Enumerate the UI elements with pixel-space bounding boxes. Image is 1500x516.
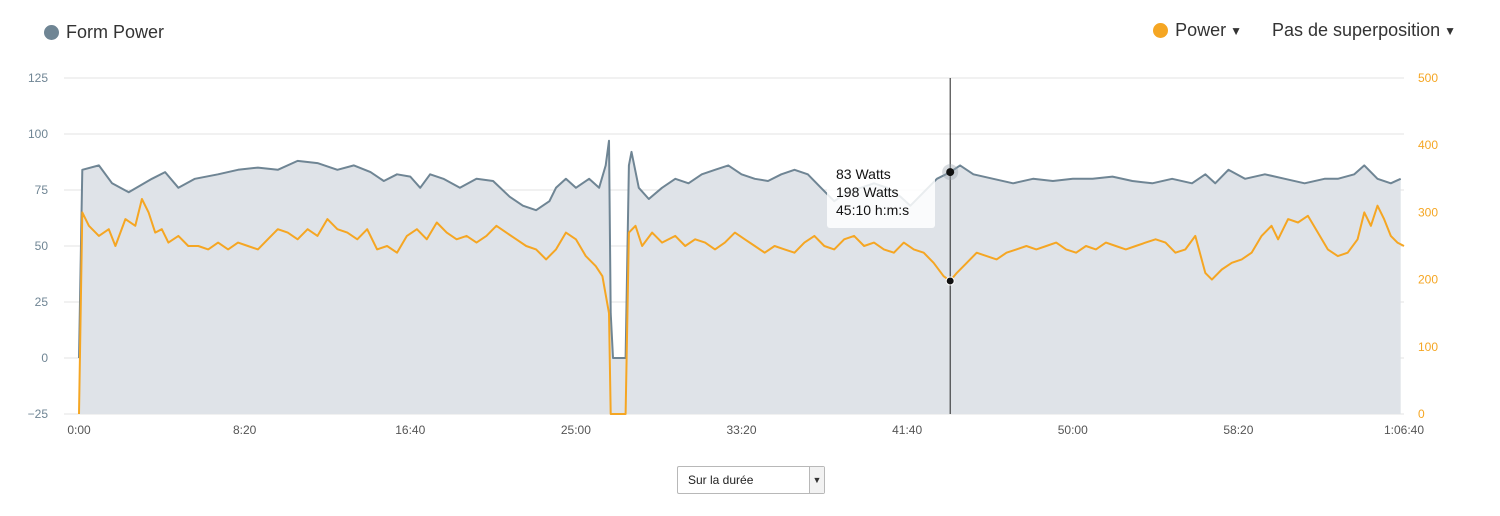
left-y-tick-label: 25 xyxy=(35,295,49,309)
caret-down-icon: ▼ xyxy=(1230,23,1242,38)
x-tick-label: 58:20 xyxy=(1223,423,1253,437)
power-series-dropdown[interactable]: Power ▼ xyxy=(1153,20,1242,41)
x-tick-label: 1:06:40 xyxy=(1384,423,1424,437)
x-tick-label: 16:40 xyxy=(395,423,425,437)
series-line-power xyxy=(78,198,1405,415)
tooltip: 83 Watts 198 Watts 45:10 h:m:s xyxy=(827,162,935,228)
tooltip-line-time: 45:10 h:m:s xyxy=(836,202,909,218)
left-y-tick-label: 75 xyxy=(35,183,49,197)
tooltip-background xyxy=(827,162,935,228)
power-legend-label: Power xyxy=(1175,20,1227,40)
cursor-marker-form-power xyxy=(946,168,955,177)
right-y-tick-label: 300 xyxy=(1418,205,1438,219)
duration-select-value: Sur la durée xyxy=(688,473,754,487)
duration-select[interactable]: Sur la durée ▼ xyxy=(677,466,825,494)
cursor-marker-power xyxy=(945,276,955,286)
x-tick-label: 33:20 xyxy=(726,423,756,437)
legend-right-group: Power ▼ Pas de superposition ▼ xyxy=(1153,20,1456,41)
right-y-tick-label: 0 xyxy=(1418,407,1425,421)
overlay-dropdown[interactable]: Pas de superposition ▼ xyxy=(1272,20,1456,41)
left-y-tick-label: 50 xyxy=(35,239,49,253)
x-tick-label: 8:20 xyxy=(233,423,257,437)
right-y-axis: 0 100 200 300 400 500 xyxy=(1418,71,1438,421)
select-caret-icon: ▼ xyxy=(809,467,824,493)
left-y-tick-label: −25 xyxy=(28,407,49,421)
x-tick-label: 41:40 xyxy=(892,423,922,437)
x-tick-label: 50:00 xyxy=(1058,423,1088,437)
x-tick-label: 25:00 xyxy=(561,423,591,437)
form-power-legend-dot-icon xyxy=(44,25,59,40)
form-power-legend-label: Form Power xyxy=(66,22,165,42)
left-y-tick-label: 125 xyxy=(28,71,48,85)
right-y-tick-label: 200 xyxy=(1418,273,1438,287)
x-tick-label: 0:00 xyxy=(67,423,91,437)
tooltip-line-form-power: 83 Watts xyxy=(836,166,891,182)
left-y-tick-label: 0 xyxy=(41,351,48,365)
caret-down-icon: ▼ xyxy=(1444,23,1456,38)
right-y-tick-label: 400 xyxy=(1418,138,1438,152)
form-power-area-fill xyxy=(79,140,1401,414)
left-y-axis: −25 0 25 50 75 100 125 xyxy=(28,71,49,421)
right-y-tick-label: 500 xyxy=(1418,71,1438,85)
x-axis: 0:00 8:20 16:40 25:00 33:20 41:40 50:00 58:20 1:… xyxy=(67,423,1424,437)
left-y-tick-label: 100 xyxy=(28,127,48,141)
series-lines xyxy=(78,139,1405,415)
right-y-tick-label: 100 xyxy=(1418,340,1438,354)
chart-canvas[interactable]: −25 0 25 50 75 100 125 0 100 200 300 400 500 0:00 8:… xyxy=(0,0,1500,460)
form-power-area xyxy=(79,140,1401,414)
series-line-form-power xyxy=(78,139,1402,359)
legend-form-power[interactable]: Form Power xyxy=(44,22,164,43)
power-legend-dot-icon xyxy=(1153,23,1169,38)
cursor-group xyxy=(942,78,959,414)
overlay-dropdown-label: Pas de superposition xyxy=(1272,20,1441,40)
tooltip-line-power: 198 Watts xyxy=(836,184,899,200)
